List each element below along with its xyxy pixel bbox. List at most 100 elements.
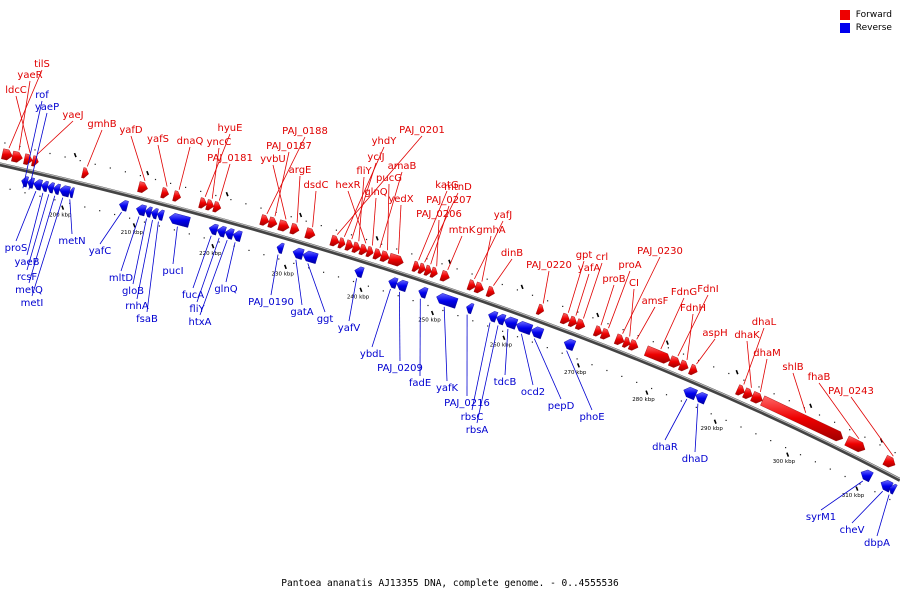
gene-fliY-label: fliY xyxy=(189,304,205,315)
minor-tick-top xyxy=(486,278,488,280)
gene-dinB-label: dinB xyxy=(501,248,523,259)
gene-shlB-label: shlB xyxy=(782,362,803,373)
minor-tick-top xyxy=(215,194,217,197)
gene-mtnD-arrow xyxy=(417,262,426,274)
gene-gmhB-leader xyxy=(86,129,103,167)
minor-tick-bottom xyxy=(39,195,41,197)
major-tick xyxy=(576,363,580,368)
gene-amsF-leader xyxy=(636,306,656,340)
gene-rof-leader xyxy=(22,100,43,189)
gene-metI-leader xyxy=(31,197,64,297)
minor-tick-top xyxy=(320,225,322,227)
minor-tick-bottom xyxy=(785,447,787,449)
minor-tick-bottom xyxy=(397,295,399,297)
minor-tick-bottom xyxy=(561,352,563,354)
gene-tdcB-leader xyxy=(504,328,509,376)
gene-proB-leader xyxy=(600,284,615,326)
gene-rbsC-leader xyxy=(471,322,491,411)
minor-tick-top xyxy=(49,152,51,155)
gene-ldcC-leader xyxy=(15,95,31,153)
genes-layer xyxy=(1,148,898,495)
gene-PAJ_0209-label: PAJ_0209 xyxy=(377,363,423,374)
minor-tick-top xyxy=(758,386,760,388)
gene-yafC-leader xyxy=(99,211,122,245)
gene-dsdC-leader xyxy=(312,190,317,228)
gene-proA-leader xyxy=(608,270,631,329)
gene-katG-arrow xyxy=(411,260,420,272)
minor-tick-bottom xyxy=(755,433,757,435)
minor-tick-bottom xyxy=(308,267,310,269)
gene-argE-arrow xyxy=(289,222,300,235)
gene-FdnH-arrow xyxy=(677,359,689,372)
minor-tick-bottom xyxy=(173,229,175,231)
minor-tick-top xyxy=(562,305,564,307)
minor-tick-bottom xyxy=(889,498,891,501)
gene-glnQ-label: glnQ xyxy=(214,284,237,295)
gene-katG-leader xyxy=(418,190,448,261)
gene-PAJ_0201-label: PAJ_0201 xyxy=(399,125,445,136)
minor-tick-bottom xyxy=(725,419,727,421)
minor-tick-top xyxy=(365,238,368,241)
gene-yafS-leader xyxy=(157,144,168,187)
gene-PAJ_0230-arrow xyxy=(613,333,625,346)
major-tick-top xyxy=(299,212,303,218)
gene-ggt-leader xyxy=(307,263,326,313)
gene-gmhB-label: gmhB xyxy=(87,119,116,130)
gene-hexR-leader xyxy=(347,190,367,244)
major-tick-top xyxy=(73,152,77,158)
minor-tick-bottom xyxy=(427,304,429,307)
minor-tick-bottom xyxy=(844,475,846,478)
gene-rbsA-leader xyxy=(476,325,499,424)
minor-tick-top xyxy=(849,429,851,431)
gene-pucG-label: pucG xyxy=(376,173,402,184)
gene-dhaK-leader xyxy=(746,340,752,388)
gene-fhaB-label: fhaB xyxy=(808,372,831,383)
minor-tick-top xyxy=(109,167,111,169)
minor-tick-top xyxy=(456,268,458,270)
gene-mtnK-label: mtnK xyxy=(449,225,476,236)
gene-ocd2-arrow xyxy=(516,321,534,336)
gene-fsaB-label: fsaB xyxy=(136,314,158,325)
gene-gloB-arrow xyxy=(145,206,153,218)
gene-PAJ_0188-leader xyxy=(266,136,306,215)
gene-hyuE-arrow xyxy=(198,197,208,209)
gene-amaB-arrow xyxy=(372,248,382,260)
gene-ggt-label: ggt xyxy=(317,314,334,325)
gene-yaeJ-leader xyxy=(36,120,74,155)
gene-ggt-arrow xyxy=(302,250,319,264)
major-tick xyxy=(359,287,363,293)
minor-tick-bottom xyxy=(814,461,816,463)
gene-fliY-leader xyxy=(358,176,365,242)
minor-tick-top xyxy=(441,263,443,265)
gene-ybdL-leader xyxy=(371,288,391,348)
gene-fucA-label: fucA xyxy=(182,290,204,301)
major-tick-top xyxy=(665,340,669,345)
gene-yaeB-leader xyxy=(26,192,44,256)
gene-yafD-arrow xyxy=(137,181,148,193)
gene-argE-label: argE xyxy=(289,165,312,176)
gene-yaeR-label: yaeR xyxy=(17,70,42,81)
gene-gmhA-arrow xyxy=(473,281,484,294)
gene-yaeP-arrow xyxy=(27,177,35,189)
gene-dhaL-leader xyxy=(743,327,765,385)
gene-phoE-arrow xyxy=(563,338,577,352)
gene-proB-arrow xyxy=(592,325,603,337)
gene-shlB-leader xyxy=(792,372,807,413)
gene-shlB-arrow xyxy=(760,395,844,442)
gene-pepD-leader xyxy=(533,338,562,400)
gene-dhaR-arrow xyxy=(683,386,698,401)
gene-PAJ_0190-arrow xyxy=(276,242,285,254)
gene-yaeR-arrow xyxy=(11,150,23,163)
gene-PAJ_0188-label: PAJ_0188 xyxy=(282,126,328,137)
gene-PAJ_0206-leader xyxy=(436,219,440,267)
gene-glnQ-label: glnQ xyxy=(364,187,387,198)
gene-hexR-arrow xyxy=(358,243,368,256)
gene-ldcC-label: ldcC xyxy=(5,85,27,96)
gene-yafV-leader xyxy=(348,278,357,322)
gene-yafK-leader xyxy=(443,306,448,382)
minor-tick-top xyxy=(124,171,126,173)
scale-label: 220 kbp xyxy=(199,251,222,257)
gene-dhaM-arrow xyxy=(750,391,763,404)
minor-tick-top xyxy=(516,289,518,291)
gene-aspH-leader xyxy=(696,338,716,365)
